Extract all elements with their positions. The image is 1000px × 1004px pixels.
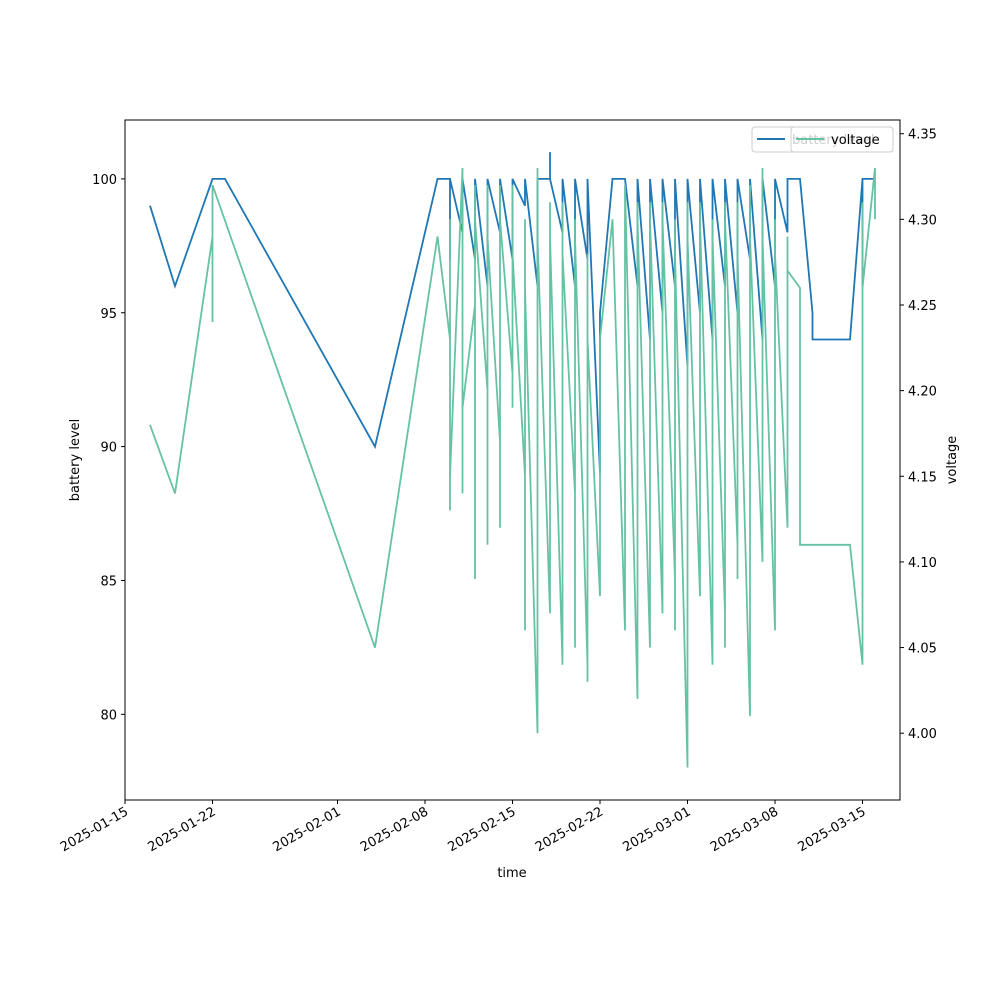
y-axis-label: battery level bbox=[68, 419, 83, 502]
x-tick-label: 2025-03-15 bbox=[796, 804, 869, 855]
x-tick-label: 2025-03-01 bbox=[621, 804, 694, 855]
y2-tick-label: 4.05 bbox=[908, 642, 937, 657]
legend: voltage bbox=[790, 126, 894, 153]
y2-tick-label: 4.35 bbox=[908, 128, 937, 143]
x-tick-label: 2025-03-08 bbox=[708, 804, 781, 855]
y2-tick-label: 4.15 bbox=[908, 470, 937, 485]
y2-tick-label: 4.25 bbox=[908, 299, 937, 314]
line bbox=[149, 167, 876, 768]
x-axis-label: time bbox=[497, 866, 526, 881]
x-tick-label: 2025-02-08 bbox=[358, 804, 431, 855]
x-tick-label: 2025-02-15 bbox=[446, 804, 519, 855]
legend-label: voltage bbox=[831, 133, 880, 148]
x-tick-label: 2025-02-22 bbox=[533, 804, 606, 855]
y-tick-label: 100 bbox=[92, 173, 117, 188]
x-tick-label: 2025-02-01 bbox=[271, 804, 344, 855]
y2-axis-label: voltage bbox=[945, 436, 960, 485]
y2-tick-label: 4.10 bbox=[908, 556, 937, 571]
x-tick-label: 2025-01-22 bbox=[146, 804, 219, 855]
y-tick-label: 85 bbox=[100, 574, 117, 589]
y2-tick-label: 4.30 bbox=[908, 213, 937, 228]
y-tick-label: 95 bbox=[100, 307, 117, 322]
y-tick-label: 80 bbox=[100, 708, 117, 723]
y2-tick-label: 4.20 bbox=[908, 385, 937, 400]
y2-tick-label: 4.00 bbox=[908, 727, 937, 742]
y-tick-label: 90 bbox=[100, 441, 117, 456]
x-tick-label: 2025-01-15 bbox=[58, 804, 131, 855]
legend-box bbox=[790, 126, 894, 153]
plot-frame bbox=[124, 119, 901, 801]
